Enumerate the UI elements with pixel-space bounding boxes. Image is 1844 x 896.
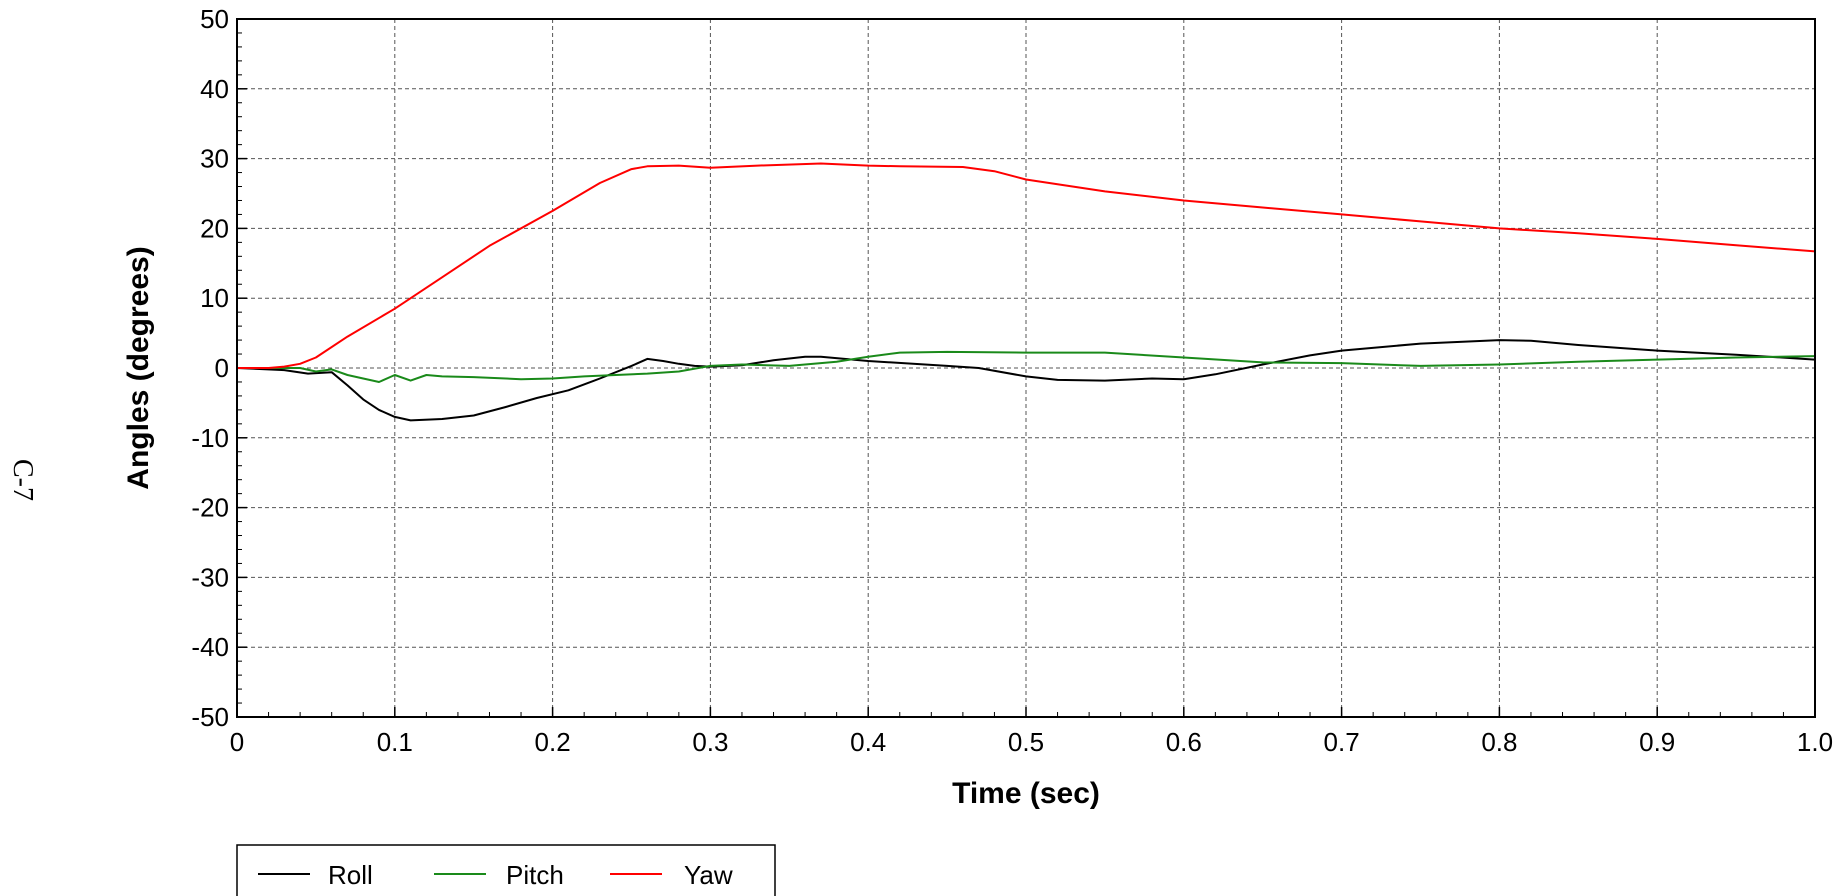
series-lines xyxy=(236,162,1816,422)
x-tick-label: 0.9 xyxy=(1639,727,1675,757)
x-tick-label: 0.3 xyxy=(692,727,728,757)
series-line-yaw xyxy=(236,162,1816,369)
x-tick-label: 0.2 xyxy=(535,727,571,757)
grid xyxy=(237,19,1815,717)
y-tick-label: 20 xyxy=(200,213,229,243)
y-tick-label: 10 xyxy=(200,283,229,313)
legend-box xyxy=(236,844,776,896)
y-tick-label: -20 xyxy=(191,493,229,523)
x-tick-label: 0.7 xyxy=(1324,727,1360,757)
legend-label-pitch: Pitch xyxy=(506,860,564,890)
x-tick-label: 0 xyxy=(230,727,244,757)
y-tick-label: 0 xyxy=(215,353,229,383)
x-tick-label: 1.0 xyxy=(1797,727,1833,757)
y-tick-label: -40 xyxy=(191,632,229,662)
x-tick-label: 0.6 xyxy=(1166,727,1202,757)
x-tick-label: 0.5 xyxy=(1008,727,1044,757)
y-tick-label: 50 xyxy=(200,4,229,34)
series-line-pitch xyxy=(236,350,1816,383)
x-tick-label: 0.1 xyxy=(377,727,413,757)
y-tick-labels: 50 40 30 20 10 0 -10 -20 -30 -40 -50 xyxy=(191,4,229,732)
y-tick-label: -50 xyxy=(191,702,229,732)
x-axis-title: Time (sec) xyxy=(952,777,1100,810)
page-side-label: C-7 xyxy=(7,459,38,501)
legend-label-roll: Roll xyxy=(328,860,373,890)
y-tick-label: 40 xyxy=(200,74,229,104)
series-line-roll xyxy=(236,339,1816,422)
y-axis-title: Angles (degrees) xyxy=(122,246,155,489)
y-tick-label: -10 xyxy=(191,423,229,453)
plot-frame xyxy=(236,18,1816,718)
y-tick-label: 30 xyxy=(200,144,229,174)
minor-ticks xyxy=(236,18,1816,718)
legend: Roll Pitch Yaw xyxy=(236,844,776,896)
y-tick-label: -30 xyxy=(191,562,229,592)
x-tick-label: 0.4 xyxy=(850,727,886,757)
x-tick-labels: 0 0.1 0.2 0.3 0.4 0.5 0.6 0.7 0.8 0.9 1.0 xyxy=(230,727,1833,757)
x-tick-label: 0.8 xyxy=(1481,727,1517,757)
legend-label-yaw: Yaw xyxy=(684,860,733,890)
